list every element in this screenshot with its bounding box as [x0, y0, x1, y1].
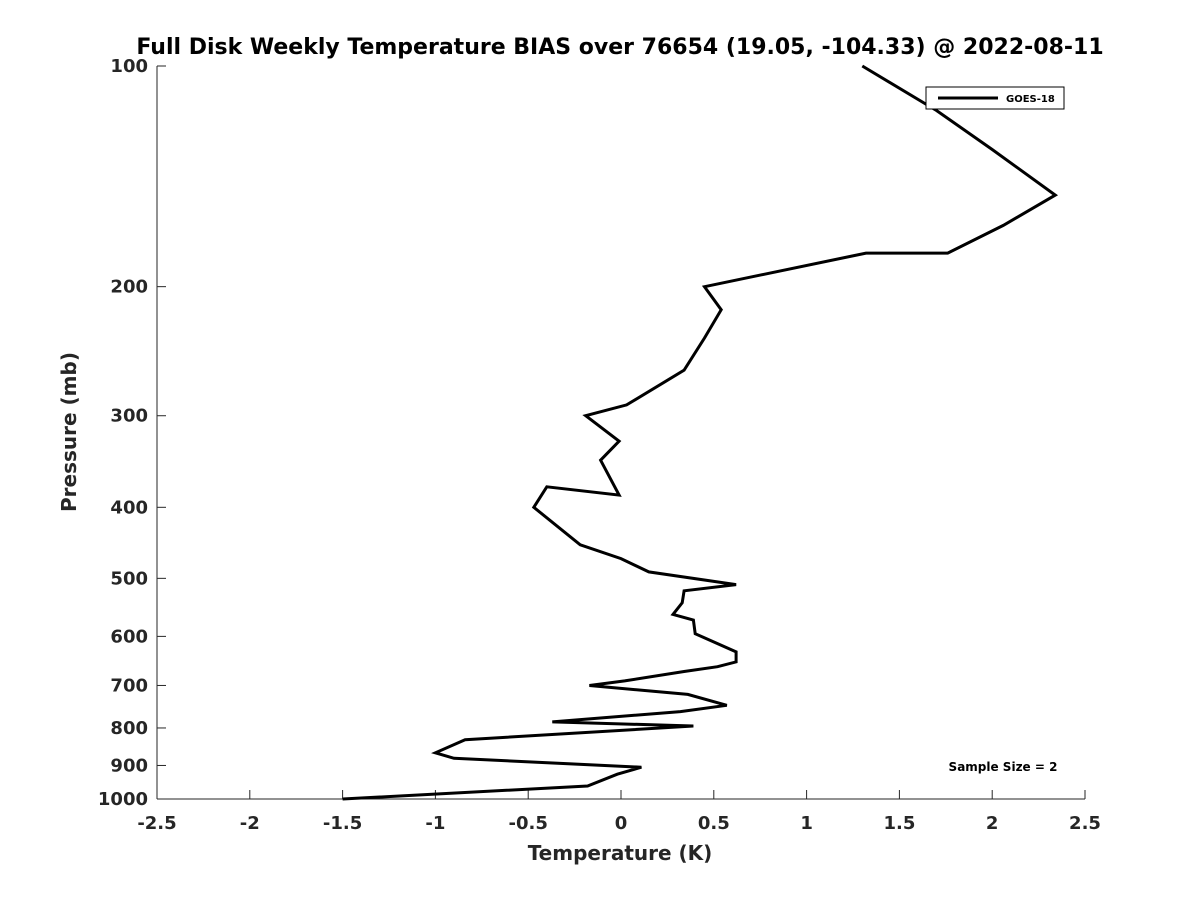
x-tick-label: -2 [240, 813, 260, 834]
series-lines [342, 64, 1059, 801]
series-line-goes-18 [342, 64, 1059, 801]
x-tick-label: 0.5 [698, 813, 730, 834]
y-tick-label: 700 [110, 675, 148, 696]
y-axis-label: Pressure (mb) [57, 352, 81, 512]
x-tick-label: 1.5 [883, 813, 915, 834]
y-tick-label: 800 [110, 718, 148, 739]
y-tick-label: 500 [110, 568, 148, 589]
x-tick-label: -1.5 [323, 813, 362, 834]
x-tick-label: 1 [800, 813, 813, 834]
x-axis-ticks: -2.5 -2 -1.5 -1 -0.5 0 0.5 1 1.5 2 2.5 [137, 790, 1101, 834]
y-tick-label: 100 [110, 56, 148, 77]
y-tick-label: 600 [110, 626, 148, 647]
legend-entry-goes-18: GOES-18 [1006, 94, 1055, 105]
y-axis-ticks: 100 200 300 400 500 600 700 800 900 1000 [98, 56, 166, 810]
y-tick-label: 200 [110, 277, 148, 298]
y-tick-label: 400 [110, 497, 148, 518]
x-tick-label: 2.5 [1069, 813, 1101, 834]
y-tick-label: 1000 [98, 789, 148, 810]
x-tick-label: -1 [425, 813, 445, 834]
x-axis-label: Temperature (K) [528, 841, 713, 865]
x-tick-label: 0 [615, 813, 628, 834]
chart-title: Full Disk Weekly Temperature BIAS over 7… [136, 35, 1103, 60]
sample-size-annotation: Sample Size = 2 [949, 760, 1058, 774]
legend: GOES-18 [925, 86, 1065, 110]
x-tick-label: 2 [986, 813, 999, 834]
x-tick-label: -2.5 [137, 813, 176, 834]
x-tick-label: -0.5 [509, 813, 548, 834]
y-tick-label: 900 [110, 755, 148, 776]
y-tick-label: 300 [110, 406, 148, 427]
